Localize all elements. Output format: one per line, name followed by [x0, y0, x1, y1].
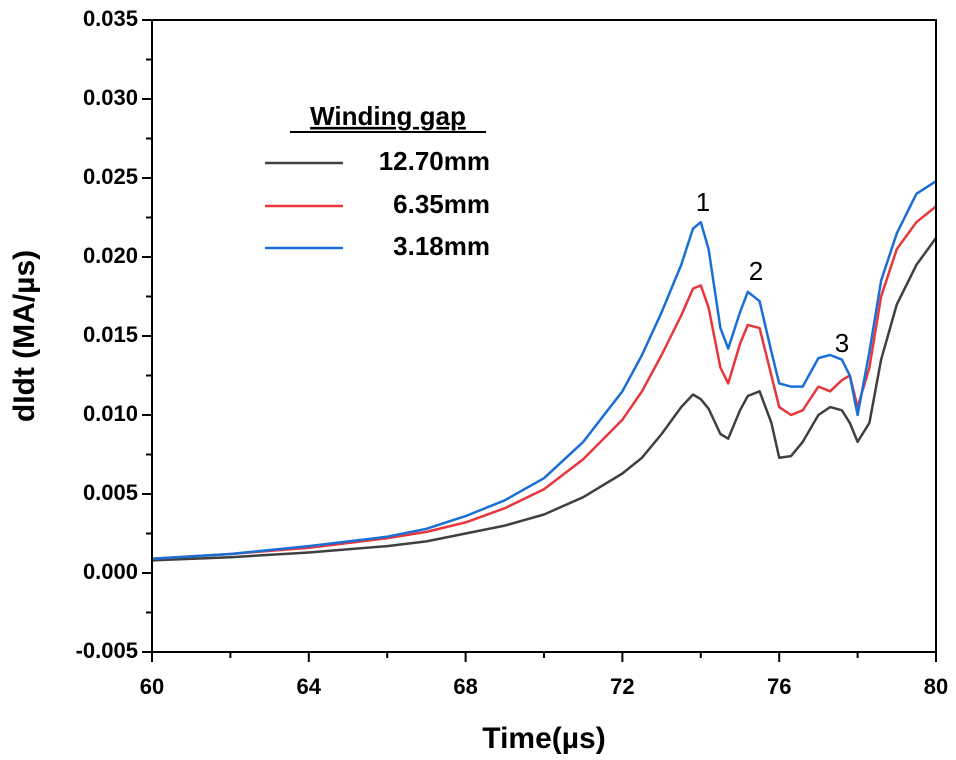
plot-frame: [151, 19, 937, 653]
legend-label: 3.18mm: [393, 231, 490, 261]
annotation: 2: [749, 256, 763, 286]
y-tick-label: 0.015: [83, 322, 138, 347]
y-tick-label: -0.005: [76, 638, 138, 663]
x-tick-label: 80: [924, 674, 948, 699]
legend-label: 12.70mm: [379, 146, 490, 176]
legend-title: Winding gap: [310, 101, 466, 131]
x-axis-title: Time(µs): [482, 722, 605, 755]
legend-label: 6.35mm: [393, 189, 490, 219]
y-tick-label: 0.030: [83, 85, 138, 110]
y-tick-label: 0.010: [83, 401, 138, 426]
x-tick-label: 60: [140, 674, 164, 699]
y-tick-label: 0.025: [83, 164, 138, 189]
x-tick-label: 72: [610, 674, 634, 699]
y-tick-label: 0.005: [83, 480, 138, 505]
data-line: [151, 205, 937, 561]
y-axis-title: dIdt (MA/µs): [8, 250, 41, 422]
x-tick-label: 68: [453, 674, 477, 699]
y-tick-label: 0.000: [83, 559, 138, 584]
annotation: 3: [835, 328, 849, 358]
x-tick-label: 76: [767, 674, 791, 699]
y-tick-label: 0.035: [83, 6, 138, 31]
y-tick-label: 0.020: [83, 243, 138, 268]
x-tick-label: 64: [297, 674, 322, 699]
data-line: [151, 180, 937, 561]
data-line: [151, 237, 938, 562]
annotation: 1: [696, 187, 710, 217]
